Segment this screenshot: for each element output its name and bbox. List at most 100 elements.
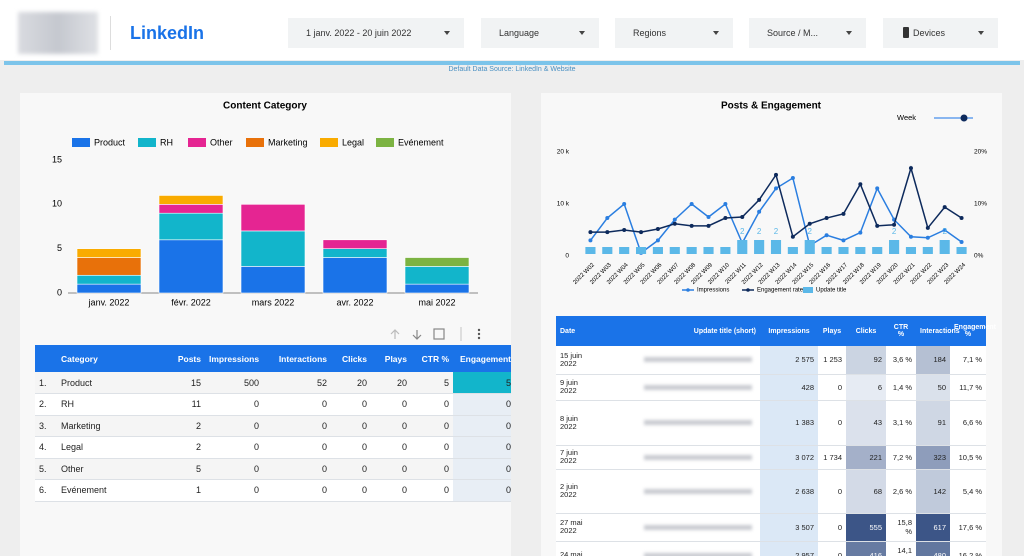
category-table: Category Posts Impressions Interactions Clic… [35,345,511,502]
posts-engagement-panel: Posts & Engagement Week 0 10 k 20 k 0% 10% 20% 2… [541,93,1002,556]
rank-cell: 1. [35,372,57,394]
table-cell: 1 383 [760,400,818,446]
bar-label: 2 [808,227,813,236]
table-cell: 3 507 [760,513,818,542]
table-cell: 323 [916,445,950,470]
point [622,228,627,232]
bar-segment [404,257,470,267]
update-bar [770,240,782,254]
table-cell: 0 [371,479,411,502]
bar-label: 2 [942,227,947,236]
bar-segment [76,248,142,258]
table-cell: 92 [846,346,886,375]
header-cell[interactable]: Clicks [846,316,886,346]
divider [4,61,1020,65]
date-cell: 24 mai [556,541,600,556]
table-cell: 11,7 % [950,374,986,401]
header-cell[interactable]: CTR % [411,345,453,372]
header-cell[interactable]: Category [57,345,157,372]
table-toolbar [390,327,481,341]
point [908,234,913,239]
date-filter[interactable]: 1 janv. 2022 - 20 juin 2022 [288,18,464,48]
bar-segment [404,266,470,285]
table-cell: 0 [205,436,263,459]
point [858,230,863,235]
language-filter[interactable]: Language [481,18,599,48]
bar-label: 2 [757,227,762,236]
chart-icon[interactable] [433,328,445,340]
bar-segment [158,239,224,294]
update-bar [703,247,714,254]
point [605,216,610,221]
table-cell: 0 [371,436,411,459]
source-filter[interactable]: Source / M... [749,18,866,48]
devices-filter[interactable]: Devices [883,18,998,48]
legend-swatch [246,138,264,147]
x-tick-label: févr. 2022 [171,297,211,307]
table-cell: 20 [371,372,411,394]
point [841,211,846,216]
regions-filter[interactable]: Regions [615,18,733,48]
legend-label: Legal [342,137,364,147]
legend-swatch [803,287,813,293]
slider-handle[interactable] [960,114,968,122]
table-cell: 5,4 % [950,469,986,514]
table-row: 9 juin 2022 428 0 6 1,4 % 50 11,7 % [556,374,986,401]
table-cell: 0 [818,400,846,446]
table-cell: 142 [916,469,950,514]
header-cell[interactable]: Impressions [205,345,263,372]
legend-label: Other [210,137,233,147]
table-row: 6. Evénement 1 0 0 0 0 0 0 [35,479,511,502]
table-row: 15 juin 2022 2 575 1 253 92 3,6 % 184 7,1 % [556,346,986,375]
update-bar [652,247,663,254]
header-cell[interactable]: Engagement [453,345,511,372]
blurred-title [644,488,752,494]
header-cell[interactable]: Interactions [263,345,331,372]
header: LinkedIn 1 janv. 2022 - 20 juin 2022 Lan… [0,0,1024,60]
update-bar [821,247,832,254]
table-cell: 14,1 % [886,541,916,556]
title-cell [600,374,760,401]
legend-dot [686,288,690,292]
menu-icon[interactable] [477,328,481,340]
content-category-chart: Content Category Product RH Other Marketing L… [52,101,481,341]
point [790,176,795,180]
table-row: 27 mai 2022 3 507 0 555 15,8 % 617 17,6 % [556,513,986,542]
point [639,230,644,235]
point [588,230,593,235]
blurred-title [644,384,752,390]
header-cell[interactable]: Impressions [760,316,818,346]
header-cell[interactable]: Clicks [331,345,371,372]
header-cell[interactable]: Plays [818,316,846,346]
header-cell[interactable]: Posts [157,345,205,372]
table-cell: 3,6 % [886,346,916,375]
table-cell: 0 [263,415,331,437]
sort-down-icon[interactable] [412,330,422,340]
table-cell: RH [57,393,157,416]
header-cell[interactable]: Interactions [916,316,960,346]
table-cell: 0 [205,393,263,416]
logo [18,12,98,54]
table-cell: 1 [157,479,205,502]
update-bar [855,247,866,254]
table-cell: Other [57,458,157,480]
table-cell: 0 [818,374,846,401]
point [908,166,913,171]
table-cell: 184 [916,346,950,375]
header-cell[interactable]: Engagement % [950,316,996,346]
update-bar [619,247,630,254]
bar-segment [158,195,224,205]
point [790,234,795,239]
sort-up-icon[interactable] [390,329,400,339]
header-cell[interactable]: CTR % [886,316,916,346]
header-cell[interactable]: Date [556,316,600,346]
header-cell[interactable]: Plays [371,345,411,372]
table-row: 4. Legal 2 0 0 0 0 0 0 [35,436,511,459]
point [757,209,762,214]
legend-label: RH [160,137,173,147]
update-bar [585,247,596,254]
point [706,223,711,228]
header-cell[interactable]: Update title (short) [600,316,760,346]
table-cell: 221 [846,445,886,470]
